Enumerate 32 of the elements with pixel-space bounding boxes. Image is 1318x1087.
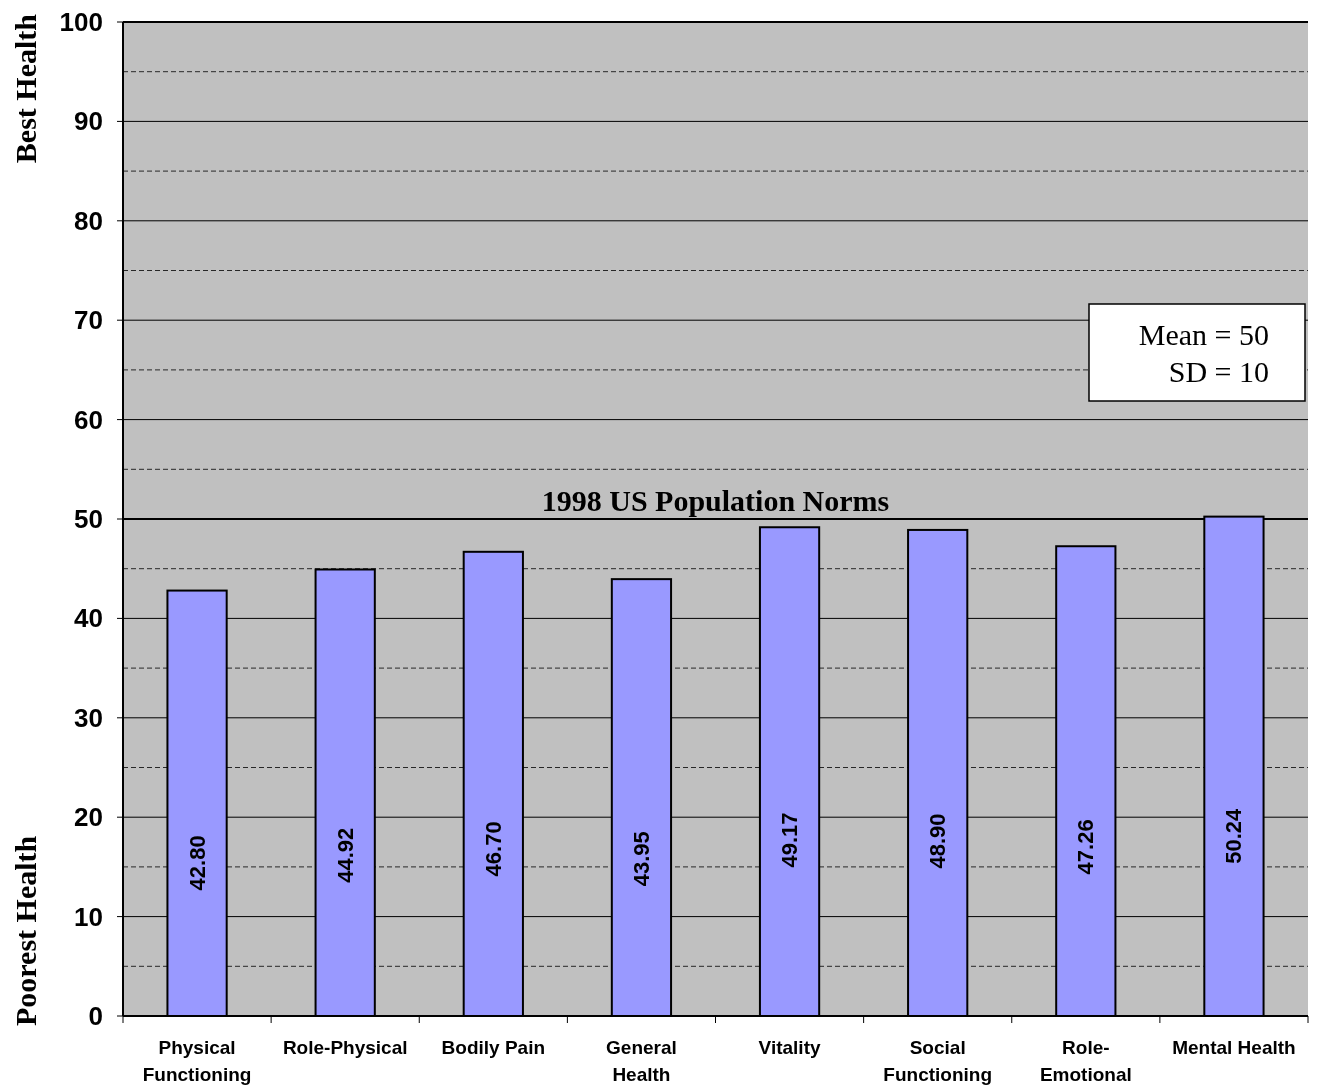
data-label: 48.90 — [925, 813, 951, 869]
x-tick-label: Vitality — [758, 1037, 821, 1058]
data-label: 46.70 — [480, 821, 506, 877]
x-tick-label: Role-Physical — [282, 1037, 408, 1058]
y-axis-title: Poorest Health — [9, 835, 42, 1026]
y-tick-label: 90 — [74, 106, 103, 137]
y-tick-label: 0 — [88, 1001, 103, 1031]
ref-line-label: 1998 US Population Norms — [541, 484, 890, 517]
y-tick-label: 80 — [74, 205, 103, 236]
y-tick-label: 100 — [59, 7, 103, 37]
y-tick-label: 40 — [74, 603, 103, 634]
x-tick-label: Social Functioning — [883, 1037, 993, 1085]
x-tick-label: Mental Health — [1172, 1037, 1296, 1058]
y-tick-label: 70 — [74, 305, 103, 336]
annotation: Mean = 50 — [1138, 318, 1269, 351]
data-label: 49.17 — [777, 812, 803, 868]
x-tick-label: Physical Functioning — [142, 1037, 252, 1085]
y-tick-label: 30 — [74, 702, 103, 733]
data-label: 47.26 — [1073, 819, 1099, 875]
x-tick-label: Role-Emotional — [1039, 1037, 1132, 1085]
y-tick-label: 60 — [74, 404, 103, 435]
y-tick-label: 10 — [74, 901, 103, 932]
data-label: 42.80 — [184, 835, 210, 891]
x-tick-label: General Health — [606, 1037, 677, 1085]
y-tick-label: 20 — [74, 802, 103, 833]
data-label: 50.24 — [1221, 807, 1247, 864]
data-label: 44.92 — [332, 827, 358, 883]
x-tick-label: Bodily Pain — [441, 1037, 546, 1058]
text: Best Health — [9, 13, 42, 164]
y-tick-label: 50 — [74, 504, 103, 534]
data-label: 43.95 — [628, 831, 654, 887]
annotation: SD = 10 — [1168, 355, 1269, 388]
